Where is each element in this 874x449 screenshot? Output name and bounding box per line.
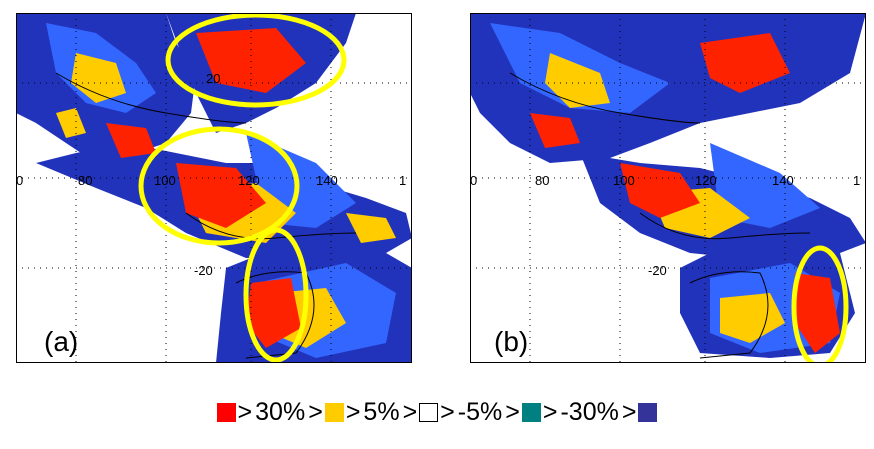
gridlines-b: [470, 13, 866, 363]
legend-threshold-2: 5%: [363, 397, 400, 426]
legend-threshold-4: -30%: [560, 397, 619, 426]
legend-separator: >: [237, 397, 253, 426]
map-b: 0 80 100 120 140 1 -20 (b): [470, 13, 866, 363]
precip-field-a: [16, 13, 412, 363]
lon-tick-labels-b: 0 80 100 120 140 1: [470, 173, 860, 188]
gridlines-a: [16, 13, 412, 363]
legend-swatch-yellow: [324, 402, 344, 422]
highlight-ellipse-b-1: [791, 245, 849, 363]
lon-tick-a-0: 0: [16, 173, 23, 188]
lon-tick-a-1: 80: [78, 173, 92, 188]
lat-tick-b-0: -20: [648, 263, 667, 278]
legend-separator: >: [440, 397, 455, 426]
precip-field-b: [470, 13, 866, 358]
highlight-ellipses-a: [138, 13, 347, 363]
lon-tick-a-5: 1: [399, 173, 406, 188]
highlight-ellipse-a-2: [138, 126, 300, 246]
highlight-ellipse-a-3: [243, 227, 309, 363]
lon-tick-b-0: 0: [470, 173, 477, 188]
map-frame-a: [16, 13, 412, 363]
panel-a: 0 80 100 120 140 1 20 -20 (a): [16, 13, 412, 363]
legend-separator: >: [621, 397, 637, 426]
lon-tick-a-4: 140: [316, 173, 338, 188]
legend-separator: >: [308, 397, 323, 426]
lon-tick-b-1: 80: [535, 173, 549, 188]
lat-tick-a-0: 20: [206, 71, 220, 86]
legend-separator: >: [542, 397, 558, 426]
lat-tick-labels-b: -20: [648, 263, 667, 278]
lon-tick-b-4: 140: [772, 173, 794, 188]
legend-separator: >: [505, 397, 520, 426]
legend-swatch-red: [216, 402, 236, 422]
legend-swatch-navy: [638, 402, 658, 422]
highlight-ellipses-b: [791, 245, 849, 363]
lon-tick-b-2: 100: [613, 173, 635, 188]
lat-tick-a-1: -20: [194, 263, 213, 278]
color-legend: > 30% > > 5% > > -5% > > -30% >: [0, 392, 874, 432]
legend-threshold-3: -5%: [457, 397, 503, 426]
lon-tick-b-3: 120: [695, 173, 717, 188]
lon-tick-a-3: 120: [238, 173, 260, 188]
lon-tick-b-5: 1: [853, 173, 860, 188]
lon-tick-labels-a: 0 80 100 120 140 1: [16, 173, 406, 188]
map-a: 0 80 100 120 140 1 20 -20 (a): [16, 13, 412, 363]
panel-label-a: (a): [44, 326, 78, 357]
panel-label-b: (b): [494, 326, 528, 357]
legend-separator: >: [402, 397, 418, 426]
legend-threshold-1: 30%: [255, 397, 306, 426]
lon-tick-a-2: 100: [154, 173, 176, 188]
legend-swatch-white: [419, 402, 439, 422]
highlight-ellipse-a-1: [165, 13, 347, 108]
map-frame-b: [470, 13, 866, 363]
panel-b: 0 80 100 120 140 1 -20 (b): [470, 13, 866, 363]
lat-tick-labels-a: 20 -20: [194, 71, 220, 278]
legend-swatch-teal: [521, 402, 541, 422]
coastlines-b: [509, 72, 811, 359]
legend-separator: >: [345, 397, 361, 426]
